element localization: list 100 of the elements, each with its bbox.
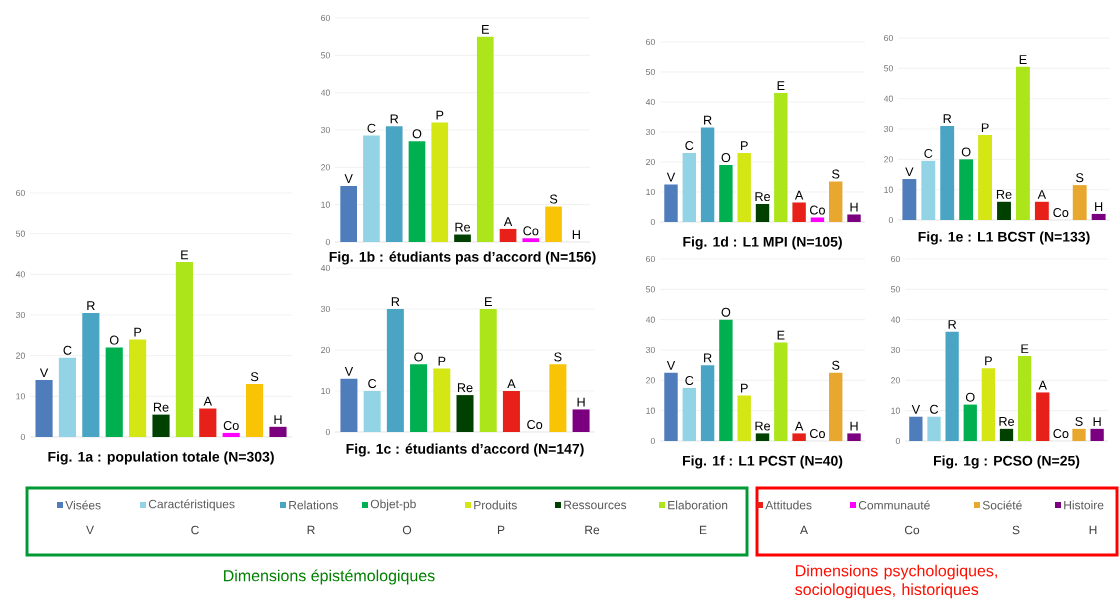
x-tick-label: H xyxy=(577,397,585,407)
y-tick-label: 20 xyxy=(884,156,893,163)
bar xyxy=(1072,185,1087,220)
bar xyxy=(572,409,590,432)
x-tick-label: Re xyxy=(755,421,771,431)
bar xyxy=(719,164,733,222)
y-tick-label: 60 xyxy=(646,255,655,263)
y-tick-label: 30 xyxy=(890,346,900,354)
bar xyxy=(921,160,936,220)
x-tick-label: Co xyxy=(1053,208,1069,218)
y-tick-label: 60 xyxy=(646,38,655,46)
y-tick-label: 0 xyxy=(325,238,330,246)
x-tick-label: H xyxy=(1093,417,1101,426)
bar xyxy=(246,384,264,437)
x-tick-label: V xyxy=(344,367,354,376)
x-tick-label: A xyxy=(507,379,516,389)
bar xyxy=(386,308,404,432)
x-tick-label: R xyxy=(943,114,952,124)
x-tick-label: Re xyxy=(996,190,1012,199)
x-tick-label: V xyxy=(666,361,676,370)
bar xyxy=(199,408,217,437)
bar xyxy=(999,428,1014,441)
bar xyxy=(755,433,770,441)
bar xyxy=(959,159,974,220)
bar xyxy=(82,312,100,437)
x-tick-label: C xyxy=(685,141,694,151)
x-tick-label: Re xyxy=(999,417,1015,426)
y-tick-label: 0 xyxy=(650,218,655,226)
category-label: Caractéristiques xyxy=(148,499,235,511)
bar xyxy=(479,308,497,432)
bar xyxy=(1036,392,1050,441)
bar xyxy=(1034,201,1049,220)
x-tick-label: H xyxy=(1095,202,1103,211)
x-tick-label: E xyxy=(485,297,492,307)
x-tick-label: Re xyxy=(153,402,169,412)
text: H xyxy=(1089,525,1097,535)
bar xyxy=(499,228,517,242)
x-tick-label: A xyxy=(794,190,804,200)
x-tick-label: Co xyxy=(809,205,825,215)
y-tick-label: 50 xyxy=(646,68,655,76)
x-tick-label: O xyxy=(721,153,731,163)
y-tick-label: 60 xyxy=(321,14,330,22)
x-tick-label: S xyxy=(832,360,840,370)
bar xyxy=(927,416,941,441)
bar xyxy=(664,372,678,441)
x-tick-label: Co xyxy=(523,226,539,236)
category-label: Visées xyxy=(65,500,101,510)
bar xyxy=(1072,428,1086,441)
bar xyxy=(945,331,959,441)
bar xyxy=(222,432,240,437)
y-tick-label: 0 xyxy=(888,216,893,224)
bar xyxy=(774,342,788,441)
text: R xyxy=(307,525,315,535)
category-label: Attitudes xyxy=(765,500,812,510)
text: V xyxy=(86,525,94,535)
bar xyxy=(340,378,358,432)
bar xyxy=(829,181,843,222)
x-tick-label: R xyxy=(704,115,712,125)
x-tick-label: H xyxy=(274,415,282,424)
bar xyxy=(997,201,1011,220)
bar xyxy=(774,92,788,222)
text: Fig. 1e : L1 BCST (N=133) xyxy=(918,231,1090,245)
x-tick-label: C xyxy=(930,404,939,414)
bar xyxy=(433,368,451,432)
category-label: Objet-pb xyxy=(370,499,416,511)
y-tick-label: 0 xyxy=(650,437,655,445)
x-tick-label: S xyxy=(832,169,840,179)
x-tick-label: E xyxy=(777,330,785,340)
y-tick-label: 10 xyxy=(646,407,655,414)
bar xyxy=(847,214,861,222)
text: O xyxy=(402,525,412,535)
bar xyxy=(909,416,923,441)
x-tick-label: C xyxy=(685,376,694,385)
bar xyxy=(700,127,715,222)
bar xyxy=(1090,428,1104,441)
y-tick-label: 30 xyxy=(645,128,655,136)
y-tick-label: 30 xyxy=(320,126,330,134)
x-tick-label: H xyxy=(850,421,858,431)
x-tick-label: P xyxy=(741,141,748,151)
bar xyxy=(1091,213,1106,220)
bar xyxy=(792,202,806,222)
y-tick-label: 20 xyxy=(646,158,655,166)
x-tick-label: O xyxy=(961,147,971,157)
text: S xyxy=(1012,525,1020,535)
category-label: Société xyxy=(982,500,1022,510)
x-tick-label: Re xyxy=(755,192,771,202)
x-tick-label: C xyxy=(367,123,376,133)
y-tick-label: 20 xyxy=(321,346,330,354)
y-tick-label: 40 xyxy=(320,264,330,272)
bar xyxy=(152,414,170,437)
bar xyxy=(385,126,403,242)
bar xyxy=(431,122,449,242)
bar xyxy=(129,339,147,437)
x-tick-label: S xyxy=(554,352,562,362)
x-tick-label: Re xyxy=(455,222,471,232)
y-tick-label: 10 xyxy=(321,387,330,395)
y-tick-label: 10 xyxy=(321,201,330,208)
bar xyxy=(502,390,520,432)
y-tick-label: 40 xyxy=(890,316,900,323)
text: Re xyxy=(585,525,600,535)
